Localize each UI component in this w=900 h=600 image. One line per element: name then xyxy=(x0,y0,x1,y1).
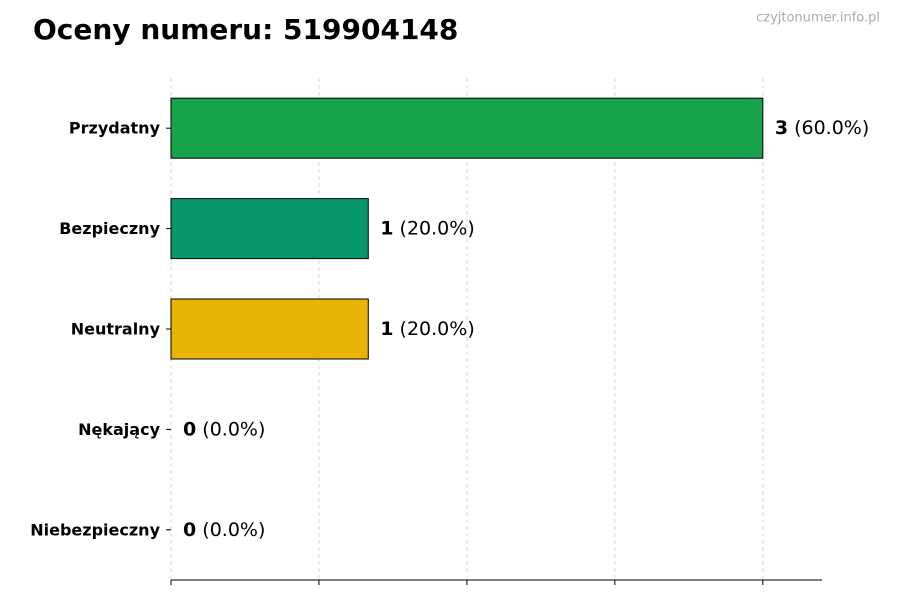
value-label: 1 (20.0%) xyxy=(380,318,474,340)
percentage-label: (20.0%) xyxy=(400,318,475,340)
y-tick-label: Neutralny xyxy=(71,320,161,339)
count-label: 0 xyxy=(183,518,196,540)
bar xyxy=(170,97,764,159)
count-label: 1 xyxy=(380,318,393,340)
y-tick-label: Przydatny xyxy=(69,119,161,138)
value-label: 1 (20.0%) xyxy=(380,217,474,239)
y-tick-label: Niebezpieczny xyxy=(30,520,160,539)
percentage-label: (0.0%) xyxy=(202,418,265,440)
value-label: 0 (0.0%) xyxy=(183,518,265,540)
count-label: 1 xyxy=(380,217,393,239)
value-label: 3 (60.0%) xyxy=(775,117,869,139)
y-tick-label: Nękający xyxy=(78,420,160,439)
watermark: czyjtonumer.info.pl xyxy=(756,11,880,26)
chart-title: Oceny numeru: 519904148 xyxy=(33,13,458,46)
y-tick-label: Bezpieczny xyxy=(59,219,160,238)
value-label: 0 (0.0%) xyxy=(183,418,265,440)
percentage-label: (60.0%) xyxy=(794,117,869,139)
bar xyxy=(170,198,369,260)
count-label: 0 xyxy=(183,418,196,440)
count-label: 3 xyxy=(775,117,788,139)
percentage-label: (0.0%) xyxy=(202,518,265,540)
bar xyxy=(170,298,369,360)
percentage-label: (20.0%) xyxy=(400,217,475,239)
